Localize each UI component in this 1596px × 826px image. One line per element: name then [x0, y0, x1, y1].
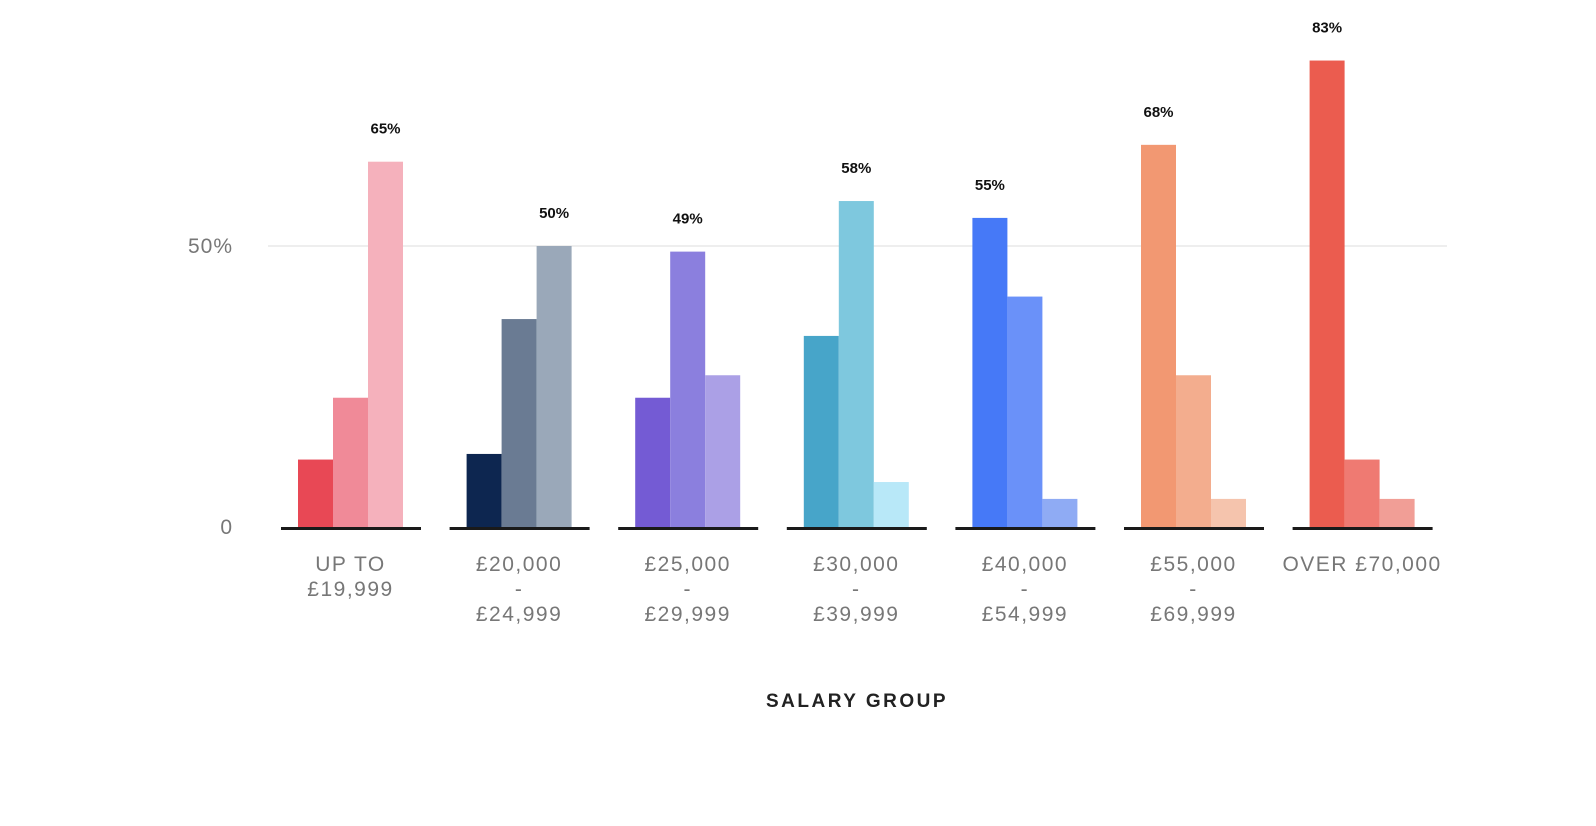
bar — [1344, 459, 1380, 527]
bar — [333, 397, 368, 527]
bar — [466, 453, 502, 527]
bar — [803, 335, 839, 527]
category-label: £40,000 — [982, 553, 1068, 576]
category-label: OVER £70,000 — [1282, 553, 1441, 576]
bar — [536, 246, 572, 527]
bar — [705, 375, 741, 527]
data-label: 65% — [370, 121, 400, 138]
bar — [1007, 296, 1043, 527]
bar — [1211, 498, 1246, 527]
bar — [368, 161, 403, 527]
y-tick-label: 0 — [220, 516, 233, 539]
data-label: 55% — [975, 177, 1005, 194]
category-label: UP TO — [315, 553, 386, 576]
category-label: - — [515, 578, 524, 601]
baseline — [449, 527, 590, 530]
category-label: £20,000 — [476, 553, 562, 576]
category-label: £30,000 — [813, 553, 899, 576]
data-label: 83% — [1312, 20, 1342, 37]
baseline — [281, 527, 421, 530]
category-label: - — [683, 578, 692, 601]
baseline — [1124, 527, 1264, 530]
bar — [873, 482, 909, 527]
category-label: £39,999 — [813, 603, 899, 626]
bar — [1042, 498, 1078, 527]
bars — [298, 60, 1415, 528]
category-label: £25,000 — [644, 553, 730, 576]
category-label: £19,999 — [307, 578, 393, 601]
y-axis-ticks: 0 50% — [188, 235, 233, 539]
baseline — [786, 527, 927, 530]
category-label: £55,000 — [1150, 553, 1236, 576]
bar — [1379, 498, 1415, 527]
y-tick-label: 50% — [188, 235, 233, 258]
data-label: 50% — [539, 205, 569, 222]
category-label: £54,999 — [982, 603, 1068, 626]
bar — [1176, 375, 1211, 527]
baseline — [1292, 527, 1433, 530]
bar — [298, 459, 333, 527]
category-label: £29,999 — [644, 603, 730, 626]
data-label: 68% — [1143, 104, 1173, 121]
bar — [1141, 144, 1176, 527]
category-label: £69,999 — [1150, 603, 1236, 626]
bar — [670, 251, 706, 527]
category-label: - — [1021, 578, 1030, 601]
bar — [1309, 60, 1345, 527]
baseline — [955, 527, 1096, 530]
category-label: - — [852, 578, 861, 601]
baseline — [618, 527, 759, 530]
category-label: - — [1189, 578, 1198, 601]
data-labels: 65% 50% 49% 58% 55% 68% 83% — [370, 20, 1342, 228]
x-axis-title: SALARY GROUP — [766, 691, 948, 712]
bar — [972, 217, 1008, 527]
x-axis-categories: UP TO£19,999£20,000-£24,999£25,000-£29,9… — [307, 553, 1441, 626]
baselines — [281, 527, 1433, 530]
data-label: 49% — [673, 211, 703, 228]
bar — [501, 319, 537, 527]
bar — [635, 397, 671, 527]
bar — [838, 201, 874, 528]
category-label: £24,999 — [476, 603, 562, 626]
data-label: 58% — [841, 160, 871, 177]
